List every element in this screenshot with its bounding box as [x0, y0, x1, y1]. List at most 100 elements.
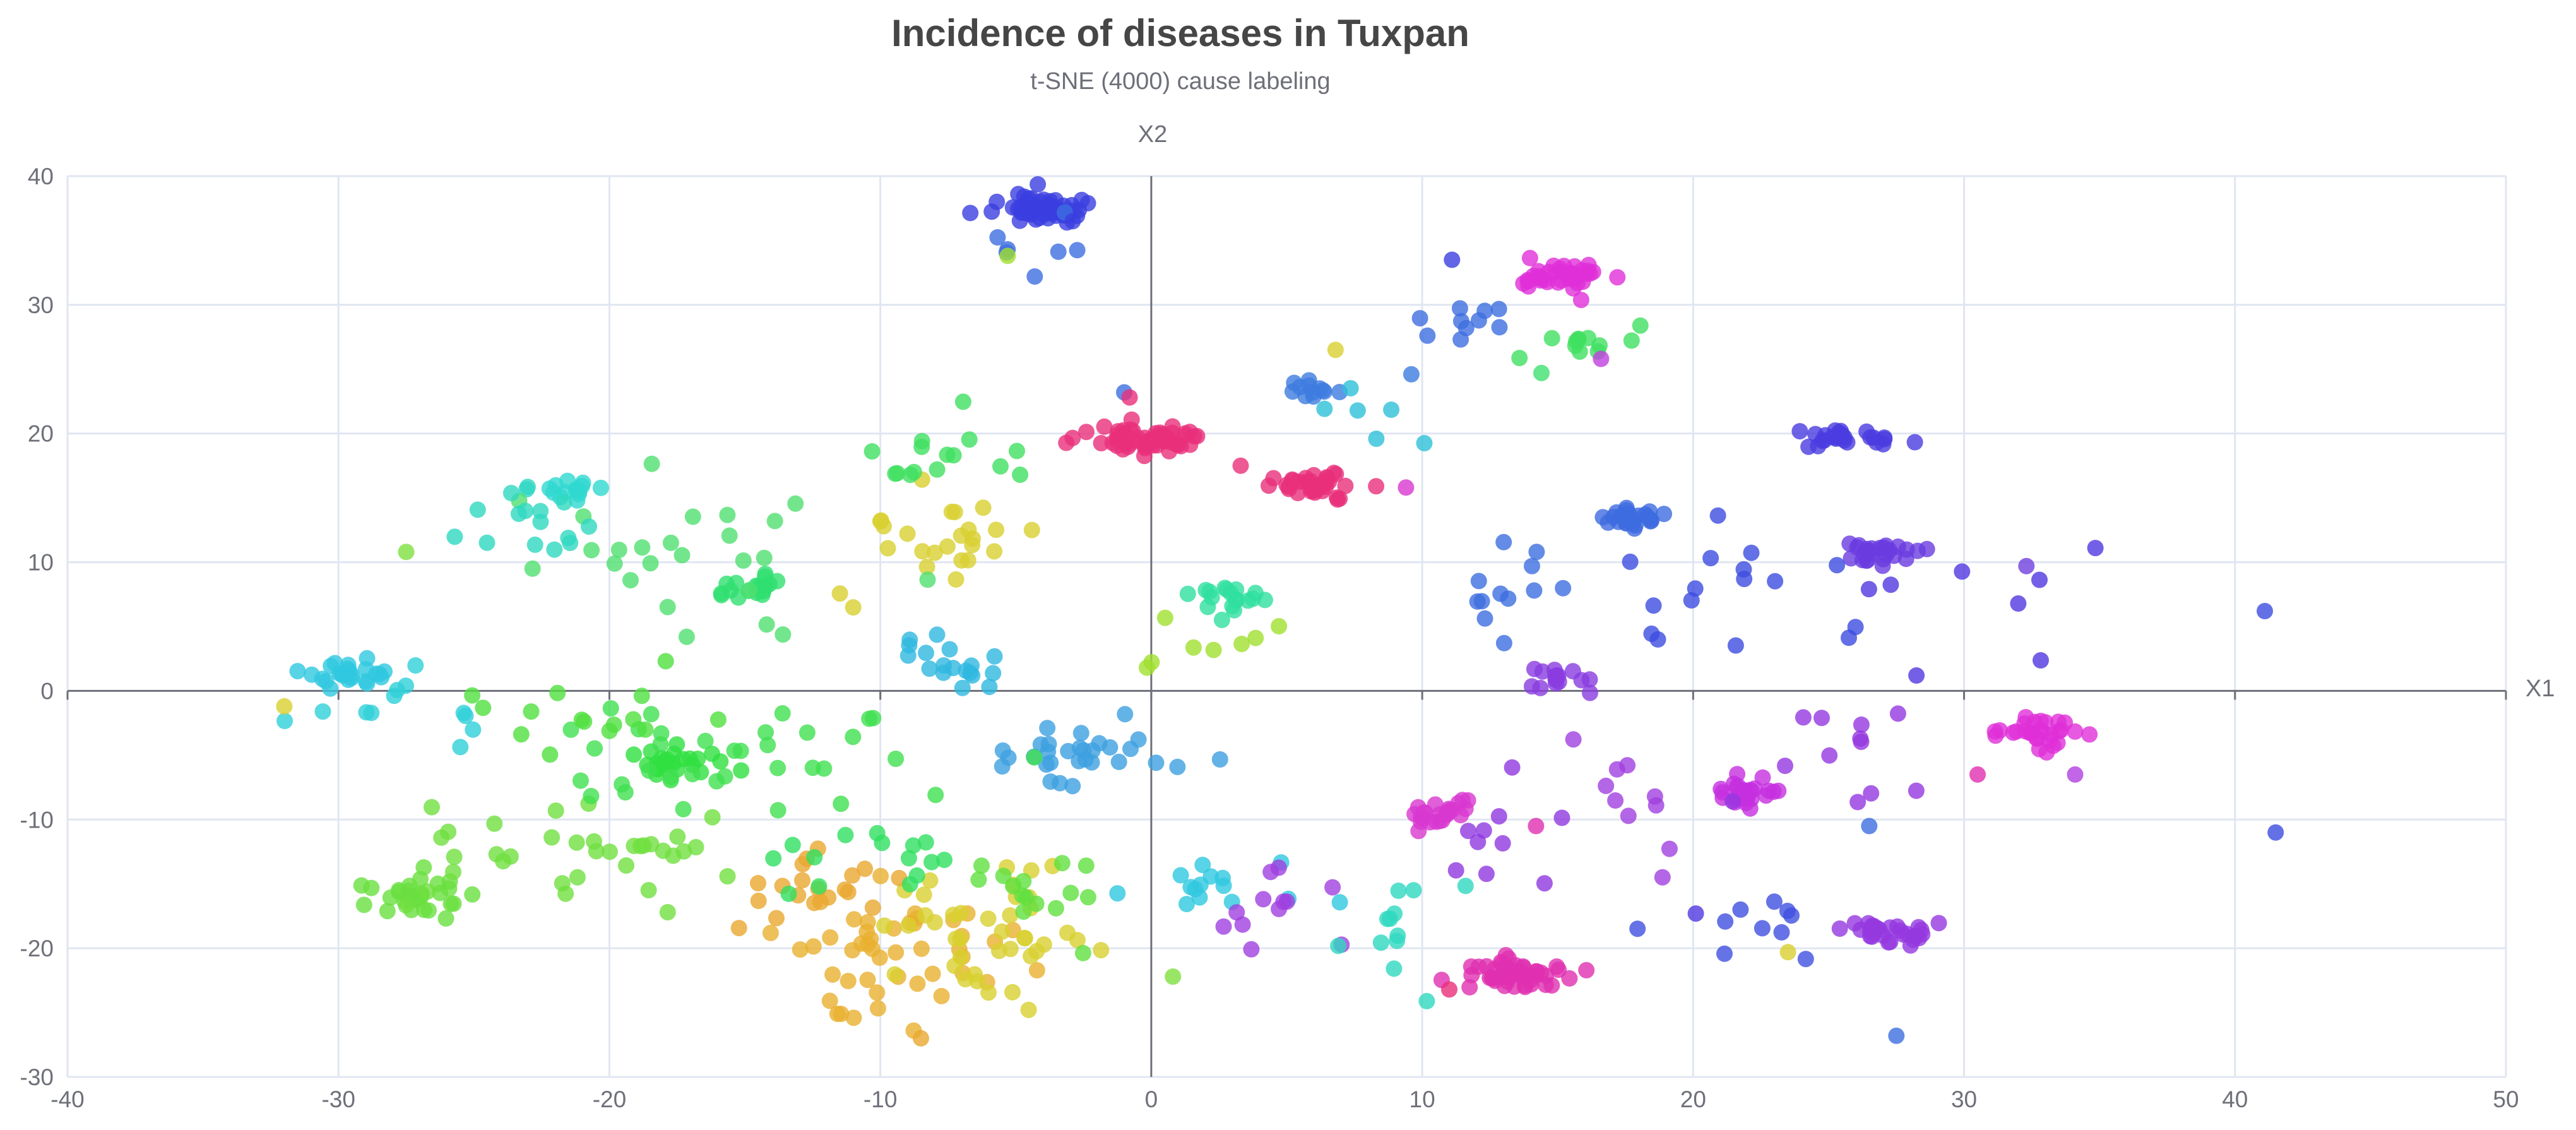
data-point	[1490, 300, 1507, 318]
data-point	[1191, 889, 1208, 906]
data-point	[1290, 485, 1307, 501]
data-point	[759, 737, 776, 754]
data-point	[1194, 857, 1211, 874]
data-point	[1069, 242, 1086, 259]
data-point	[1593, 350, 1610, 367]
data-point	[1754, 920, 1771, 937]
data-point	[684, 508, 701, 525]
data-point	[933, 987, 950, 1004]
data-point	[1523, 678, 1540, 695]
data-point	[784, 836, 801, 853]
data-point	[1261, 477, 1277, 494]
y-tick-label: 40	[28, 164, 54, 189]
data-point	[923, 853, 940, 871]
data-point	[573, 711, 590, 729]
data-point	[908, 867, 925, 884]
data-point	[1861, 818, 1878, 835]
data-point	[1598, 777, 1615, 794]
data-point	[1054, 855, 1071, 872]
data-point	[1831, 920, 1848, 937]
data-point	[1028, 943, 1045, 960]
data-point	[1130, 731, 1147, 748]
data-point	[2031, 571, 2048, 588]
data-point	[1271, 618, 1288, 634]
y-axis-label: X2	[1138, 121, 1167, 148]
data-point	[914, 543, 931, 560]
data-point	[1515, 275, 1532, 292]
data-point	[901, 631, 918, 648]
data-point	[1026, 268, 1043, 285]
data-point	[1337, 477, 1354, 494]
data-point	[1524, 557, 1540, 574]
data-point	[1853, 717, 1870, 733]
data-point	[1139, 659, 1155, 676]
tick-labels: -40 -30 -20 -10 0 10 20 30 40 50-30-20-1001020304…	[20, 164, 2519, 1112]
data-point	[643, 706, 660, 723]
y-tick-label: 0	[40, 678, 54, 704]
data-point	[1024, 204, 1041, 221]
data-point	[1018, 889, 1035, 906]
data-point	[1002, 907, 1019, 924]
data-point	[1416, 435, 1433, 451]
data-point	[570, 485, 587, 503]
data-point	[1885, 547, 1902, 564]
data-point	[606, 555, 623, 572]
data-point	[758, 616, 775, 633]
data-point	[656, 753, 673, 770]
data-point	[1172, 867, 1189, 884]
data-point	[588, 843, 605, 860]
data-point	[1880, 934, 1897, 951]
chart-title: Incidence of diseases in Tuxpan	[891, 12, 1469, 54]
data-point	[1862, 429, 1879, 446]
data-point	[861, 710, 878, 727]
data-point	[2017, 723, 2034, 740]
data-point	[1418, 992, 1435, 1009]
data-point	[542, 746, 559, 763]
data-point	[775, 626, 792, 643]
data-point	[946, 504, 963, 521]
data-point	[632, 838, 649, 855]
data-point	[407, 657, 424, 674]
data-point	[502, 485, 519, 501]
data-point	[1010, 200, 1027, 217]
data-point	[1683, 592, 1700, 609]
data-point	[1189, 427, 1206, 444]
data-point	[446, 528, 463, 545]
y-tick-label: -20	[20, 936, 54, 961]
data-point	[769, 802, 786, 819]
data-point	[1888, 1027, 1905, 1044]
data-point	[941, 641, 958, 658]
data-point	[1743, 544, 1760, 561]
data-point	[741, 581, 757, 598]
data-point	[1096, 418, 1113, 435]
data-point	[674, 547, 691, 564]
data-point	[947, 571, 965, 588]
data-point	[961, 431, 978, 448]
data-point	[1382, 910, 1399, 927]
data-point	[985, 665, 1002, 682]
x-tick-label: 10	[1410, 1086, 1435, 1112]
data-point	[1620, 807, 1637, 824]
data-point	[1441, 981, 1457, 998]
data-point	[684, 766, 701, 783]
data-point	[657, 653, 674, 670]
data-point	[902, 467, 919, 484]
data-point	[886, 966, 903, 983]
data-point	[655, 842, 672, 859]
data-point	[379, 903, 396, 920]
data-point	[1777, 758, 1793, 775]
data-point	[1858, 552, 1875, 569]
data-point	[1040, 743, 1057, 760]
data-point	[1247, 629, 1264, 646]
data-point	[905, 837, 922, 854]
data-point	[622, 572, 639, 589]
data-point	[837, 826, 854, 843]
data-point	[922, 872, 939, 889]
data-point	[1410, 823, 1427, 840]
data-point	[618, 857, 634, 874]
data-point	[626, 746, 643, 763]
data-point	[704, 746, 720, 763]
data-point	[924, 965, 941, 982]
data-point	[821, 992, 838, 1009]
data-point	[642, 555, 659, 572]
